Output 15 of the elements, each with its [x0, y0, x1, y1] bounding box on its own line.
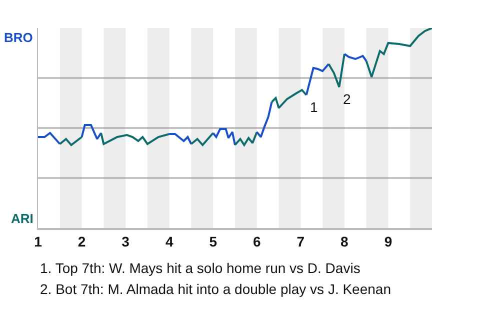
text: ARI [11, 211, 34, 226]
x-tick-label: 1 [34, 234, 42, 250]
x-tick-label: 4 [165, 234, 174, 250]
x-tick-label: 7 [296, 234, 305, 250]
x-tick-label: 8 [340, 234, 349, 250]
text: 2. Bot 7th: M. Almada hit into a double play vs J. Keenan [40, 281, 391, 297]
x-tick-label: 9 [384, 234, 392, 250]
x-tick-label: 5 [209, 234, 218, 250]
x-tick-label: 6 [252, 234, 261, 250]
text: 1. Top 7th: W. Mays hit a solo home run vs D. Davis [40, 260, 360, 276]
x-tick-label: 3 [122, 234, 130, 250]
x-tick-label: 2 [78, 234, 86, 250]
annotation: 1 [310, 99, 318, 115]
text: BRO [4, 30, 33, 45]
annotation: 2 [343, 91, 351, 107]
